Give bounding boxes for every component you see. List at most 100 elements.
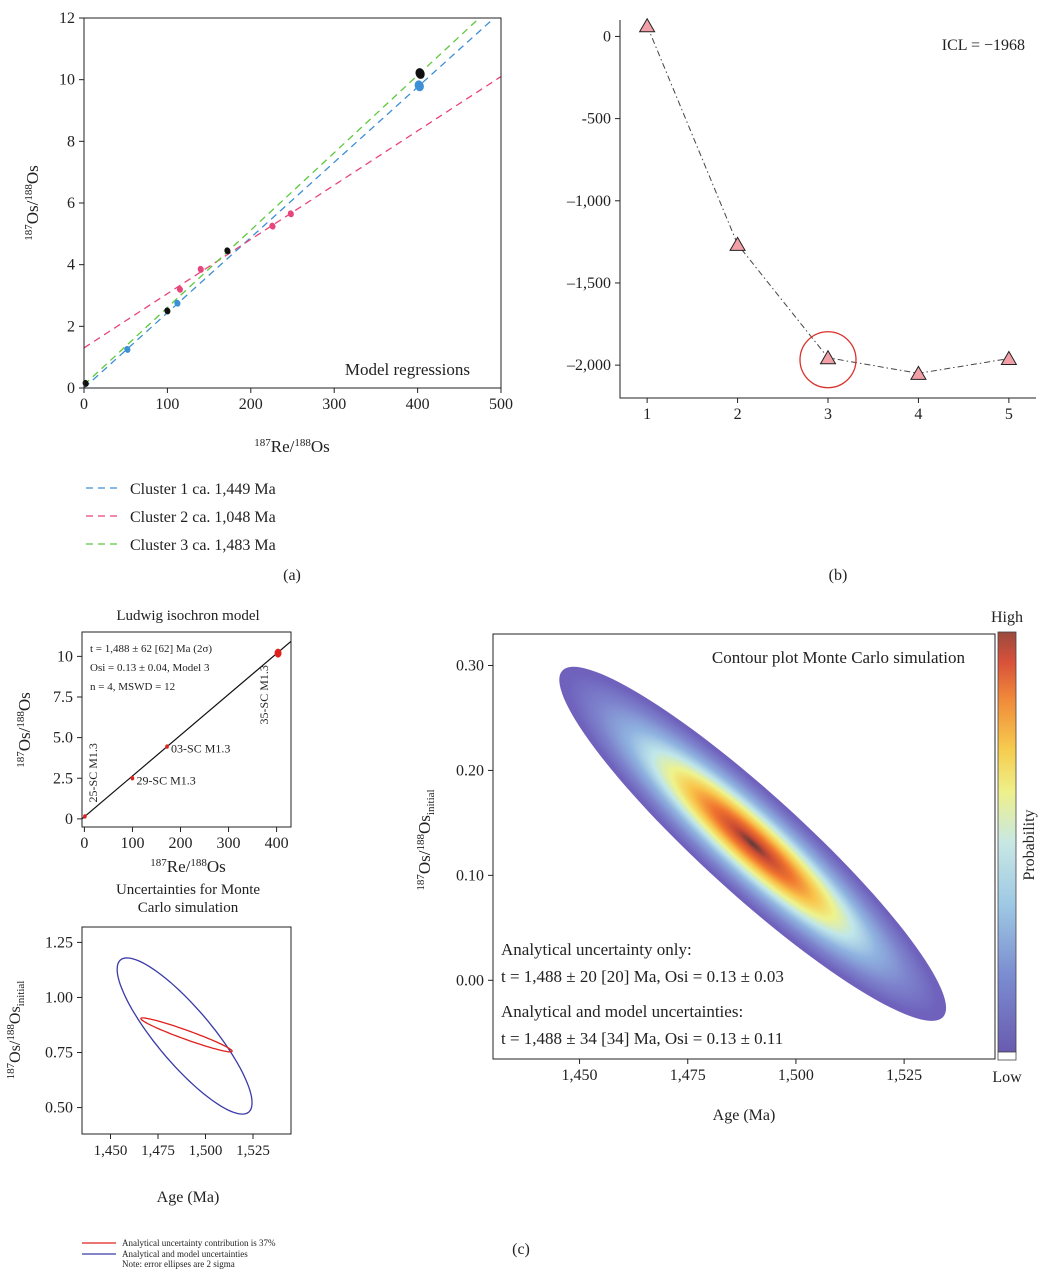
isochron-ytick-label: 7.5 bbox=[53, 689, 73, 706]
isochron-stats-line1: t = 1,488 ± 62 [62] Ma (2σ) bbox=[90, 643, 212, 655]
legend-cluster1-label: Cluster 1 ca. 1,449 Ma bbox=[130, 481, 276, 498]
panel-a-ytick-label: 12 bbox=[59, 10, 75, 27]
panel-b-ytick-label: –1,500 bbox=[566, 275, 611, 292]
contour-xtick-label: 1,500 bbox=[778, 1067, 814, 1084]
panel-c-left: Ludwig isochron model 25-SC M1.3 29-SC M1… bbox=[0, 590, 330, 1269]
panel-a-ylabel: 187Os/188Os bbox=[23, 165, 42, 241]
isochron-point bbox=[275, 649, 282, 658]
isochron-xtick-label: 0 bbox=[80, 835, 88, 852]
panel-a-legend: Cluster 1 ca. 1,449 Ma Cluster 2 ca. 1,0… bbox=[86, 481, 276, 554]
panel-a-annotation: Model regressions bbox=[345, 360, 470, 379]
isochron-point bbox=[131, 776, 135, 780]
regression-line-cluster1 bbox=[84, 12, 501, 388]
uncert-plot-area: 1,450 1,475 1,500 1,5250.500.751.001.25 bbox=[45, 934, 270, 1159]
uncert-title-line1: Uncertainties for Monte bbox=[116, 882, 260, 898]
contour-title: Contour plot Monte Carlo simulation bbox=[712, 648, 966, 667]
uncert-legend: Analytical uncertainty contribution is 3… bbox=[82, 1238, 276, 1269]
panel-b-xtick-label: 2 bbox=[734, 406, 742, 423]
contour-ytick-label: 0.00 bbox=[456, 972, 484, 989]
colorbar-low-cap bbox=[998, 1052, 1016, 1060]
colorbar: High Low Probability bbox=[991, 609, 1038, 1086]
contour-ytick-label: 0.30 bbox=[456, 657, 484, 674]
contour-result1-heading: Analytical uncertainty only: bbox=[501, 940, 692, 959]
data-point bbox=[176, 285, 184, 294]
isochron-point-label: 29-SC M1.3 bbox=[136, 773, 195, 787]
contour-result1-line: t = 1,488 ± 20 [20] Ma, Osi = 0.13 ± 0.0… bbox=[501, 967, 784, 986]
contour-ytick-label: 0.10 bbox=[456, 867, 484, 884]
panel-b-axes bbox=[620, 20, 1036, 398]
contour-xlabel: Age (Ma) bbox=[713, 1107, 776, 1124]
isochron-stats-line2: Osi = 0.13 ± 0.04, Model 3 bbox=[90, 662, 210, 674]
panel-b-ytick-label: 0 bbox=[603, 28, 611, 45]
colorbar-bottom-label: Low bbox=[992, 1069, 1022, 1086]
uncert-ytick-label: 1.25 bbox=[45, 934, 73, 951]
contour-ytick-label: 0.20 bbox=[456, 762, 484, 779]
colorbar-top-label: High bbox=[991, 609, 1023, 626]
colorbar-axis-label: Probability bbox=[1021, 809, 1038, 880]
contour-xtick-label: 1,450 bbox=[562, 1067, 598, 1084]
panel-a-ytick-label: 6 bbox=[67, 195, 75, 212]
isochron-ylabel: 187Os/188Os bbox=[15, 692, 34, 768]
panel-c-right: 1,450 1,475 1,500 1,525 0.00 0.10 0.20 0.30 Con… bbox=[330, 590, 1043, 1269]
uncert-xtick-label: 1,525 bbox=[236, 1143, 270, 1159]
panel-a-caption: (a) bbox=[283, 567, 301, 584]
isochron-ytick-label: 5.0 bbox=[53, 730, 73, 747]
panel-a-ytick-label: 8 bbox=[67, 133, 75, 150]
panel-a-ytick-label: 10 bbox=[59, 72, 75, 89]
panel-c-caption: (c) bbox=[512, 1241, 530, 1258]
isochron-xlabel: 187Re/188Os bbox=[150, 857, 226, 876]
panel-b-xtick-label: 5 bbox=[1005, 406, 1013, 423]
triangle-marker bbox=[640, 19, 655, 32]
contour-xtick-label: 1,475 bbox=[670, 1067, 706, 1084]
contour-result2-line: t = 1,488 ± 34 [34] Ma, Osi = 0.13 ± 0.1… bbox=[501, 1029, 783, 1048]
isochron-xtick-label: 300 bbox=[217, 835, 241, 852]
isochron-title: Ludwig isochron model bbox=[116, 608, 259, 624]
isochron-ytick-label: 10 bbox=[57, 648, 73, 665]
panel-b-xtick-label: 1 bbox=[643, 406, 651, 423]
contour-ylabel: 187Os/188Osinitial bbox=[415, 789, 437, 890]
colorbar-gradient bbox=[998, 632, 1016, 1052]
uncert-title-line2: Carlo simulation bbox=[138, 900, 239, 916]
isochron-stats-line3: n = 4, MSWD = 12 bbox=[90, 681, 175, 693]
isochron-ytick-label: 2.5 bbox=[53, 770, 73, 787]
uncert-ytick-label: 0.75 bbox=[45, 1045, 73, 1062]
isochron-point bbox=[165, 744, 169, 748]
panel-b-xtick-label: 4 bbox=[914, 406, 922, 423]
panel-a-regression-lines bbox=[84, 0, 501, 388]
panel-b-xtick-label: 3 bbox=[824, 406, 832, 423]
uncert-ytick-label: 1.00 bbox=[45, 989, 73, 1006]
legend-cluster3-label: Cluster 3 ca. 1,483 Ma bbox=[130, 537, 276, 554]
data-point bbox=[414, 67, 426, 80]
panel-b-annotation: ICL = −1968 bbox=[942, 37, 1025, 54]
panel-b: 1 2 3 4 5 0 -500 –1,000 –1,500 –2,000 ICL = −1968… bbox=[520, 0, 1043, 590]
panel-b-ytick-label: –2,000 bbox=[566, 357, 611, 374]
data-point bbox=[163, 307, 171, 316]
uncert-xtick-label: 1,500 bbox=[189, 1143, 223, 1159]
triangle-marker bbox=[821, 351, 836, 364]
panel-a-xtick-label: 500 bbox=[489, 396, 513, 413]
isochron-xtick-label: 400 bbox=[265, 835, 289, 852]
panel-a-ytick-label: 2 bbox=[67, 318, 75, 335]
uncert-legend-blue-label: Analytical and model uncertainties bbox=[122, 1249, 248, 1259]
isochron-ytick-label: 0 bbox=[65, 811, 73, 828]
panel-a-ytick-label: 4 bbox=[67, 257, 75, 274]
contour-xtick-label: 1,525 bbox=[886, 1067, 922, 1084]
panel-a-plot-area: 0 100 200 300 400 500 0 2 4 6 8 10 12 bbox=[59, 0, 513, 413]
contour-result2-heading: Analytical and model uncertainties: bbox=[501, 1002, 743, 1021]
triangle-marker bbox=[730, 237, 745, 250]
isochron-point-label: 25-SC M1.3 bbox=[86, 743, 100, 802]
panel-a-xtick-label: 400 bbox=[406, 396, 430, 413]
uncert-ytick-label: 0.50 bbox=[45, 1100, 73, 1117]
panel-b-plot-area: 1 2 3 4 5 0 -500 –1,000 –1,500 –2,000 bbox=[566, 19, 1016, 423]
triangle-marker bbox=[1001, 352, 1016, 365]
data-point bbox=[287, 209, 295, 218]
panel-b-caption: (b) bbox=[829, 567, 848, 584]
panel-b-ytick-label: -500 bbox=[582, 111, 611, 128]
panel-a-xlabel: 187Re/188Os bbox=[254, 437, 330, 456]
uncert-xtick-label: 1,450 bbox=[94, 1143, 128, 1159]
isochron-point-label: 35-SC M1.3 bbox=[257, 665, 271, 724]
legend-cluster2-label: Cluster 2 ca. 1,048 Ma bbox=[130, 509, 276, 526]
uncert-legend-note: Note: error ellipses are 2 sigma bbox=[122, 1259, 235, 1269]
data-point bbox=[197, 265, 205, 274]
isochron-stats: t = 1,488 ± 62 [62] Ma (2σ) Osi = 0.13 ±… bbox=[90, 643, 212, 693]
